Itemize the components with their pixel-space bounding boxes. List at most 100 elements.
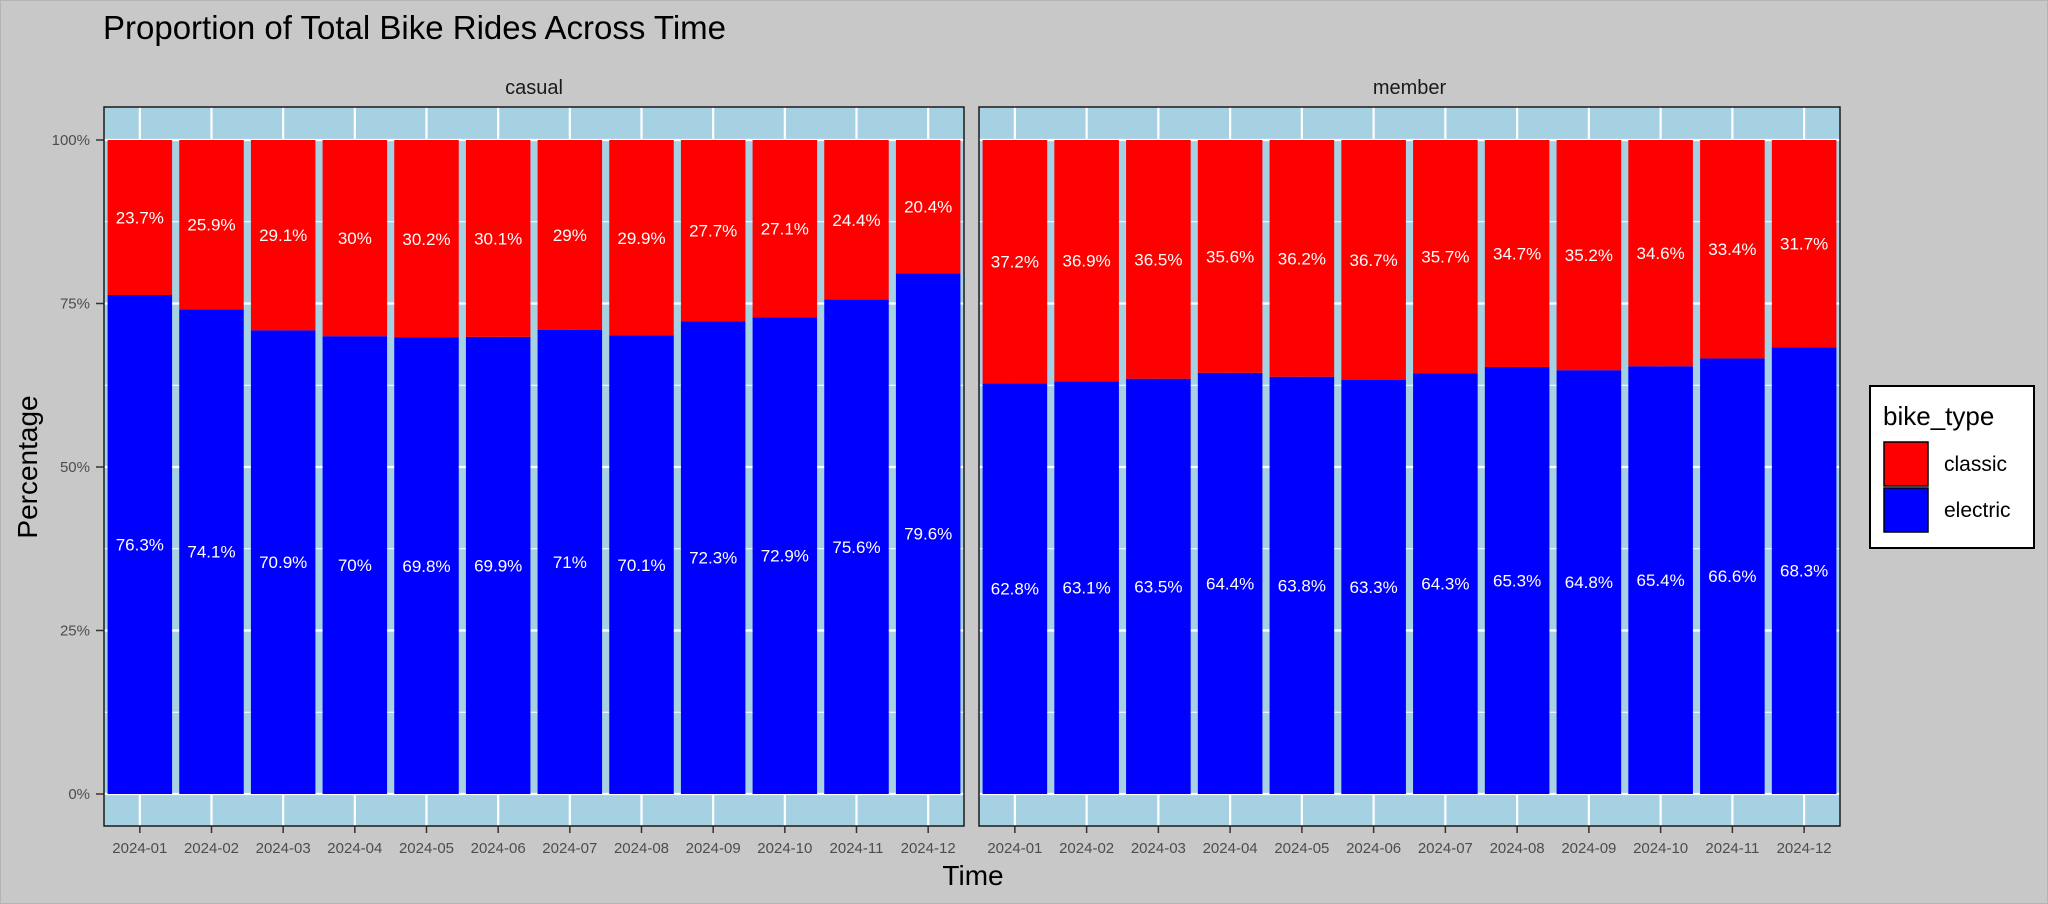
data-label-classic: 33.4% [1708, 240, 1756, 259]
x-tick-label: 2024-05 [399, 840, 454, 857]
y-tick-label: 50% [60, 459, 90, 476]
x-tick-label: 2024-02 [1059, 840, 1114, 857]
bar-classic [1341, 140, 1406, 381]
data-label-classic: 20.4% [904, 198, 952, 217]
bar-electric [465, 336, 531, 794]
bar-electric [1413, 373, 1478, 794]
bar-electric [1197, 372, 1263, 794]
bar-classic [1054, 140, 1119, 382]
data-label-classic: 36.5% [1134, 250, 1182, 269]
bar-electric [895, 273, 961, 794]
data-label-classic: 29.9% [617, 229, 665, 248]
data-label-classic: 36.9% [1063, 252, 1111, 271]
panel-border [103, 106, 965, 827]
bar-electric [107, 294, 173, 794]
y-axis-label: Percentage [12, 395, 43, 538]
data-label-electric: 64.3% [1421, 575, 1469, 594]
data-label-classic: 29.1% [259, 226, 307, 245]
x-tick-label: 2024-07 [542, 840, 597, 857]
data-label-classic: 34.7% [1493, 244, 1541, 263]
data-label-classic: 36.7% [1350, 251, 1398, 270]
x-axis-label: Time [942, 860, 1003, 891]
legend-title: bike_type [1883, 401, 1994, 431]
data-label-classic: 30.2% [402, 230, 450, 249]
bar-classic [322, 140, 388, 337]
bar-classic [1771, 140, 1837, 348]
data-label-electric: 75.6% [832, 538, 880, 557]
data-label-electric: 65.4% [1637, 571, 1685, 590]
bar-electric [1126, 378, 1191, 794]
bar-classic [394, 140, 459, 338]
bar-classic [824, 140, 889, 300]
bar-classic [1126, 140, 1191, 379]
bar-classic [179, 140, 244, 310]
x-tick-label: 2024-06 [471, 840, 526, 857]
bar-electric [1269, 376, 1335, 794]
panel-casual: casual 76.3% 23.7% 2024-01 74.1% 25.9% 2024-02… [103, 77, 965, 857]
bar-electric [1054, 381, 1119, 794]
bar-electric [982, 383, 1048, 794]
data-label-electric: 79.6% [904, 525, 952, 544]
bar-classic [752, 140, 818, 318]
bar-electric [824, 299, 889, 794]
facet-strip-label: member [1373, 77, 1447, 99]
data-label-electric: 65.3% [1493, 571, 1541, 590]
data-label-electric: 63.3% [1350, 578, 1398, 597]
legend: bike_type classic electric [1869, 385, 2035, 549]
x-tick-label: 2024-11 [1705, 840, 1759, 857]
bar-electric [752, 317, 818, 794]
data-label-electric: 68.3% [1780, 562, 1828, 581]
legend-swatch-classic [1883, 441, 1929, 487]
data-label-classic: 30.1% [474, 229, 522, 248]
x-tick-label: 2024-10 [1633, 840, 1688, 857]
x-tick-label: 2024-06 [1346, 840, 1401, 857]
data-label-electric: 76.3% [116, 535, 164, 554]
data-label-classic: 37.2% [991, 253, 1039, 272]
bar-electric [1771, 347, 1837, 794]
x-tick-label: 2024-02 [184, 840, 239, 857]
data-label-classic: 23.7% [116, 208, 164, 227]
bar-classic [537, 140, 603, 330]
data-label-electric: 64.8% [1565, 573, 1613, 592]
x-tick-label: 2024-07 [1418, 840, 1473, 857]
facet-strip-label: casual [505, 77, 563, 99]
bar-classic [1197, 140, 1263, 373]
legend-label-electric: electric [1944, 499, 2011, 522]
bar-electric [1341, 380, 1406, 794]
bar-electric [250, 330, 316, 794]
data-label-electric: 70.9% [259, 553, 307, 572]
data-label-classic: 27.1% [761, 220, 809, 239]
bar-classic [1413, 140, 1478, 374]
data-label-electric: 69.9% [474, 556, 522, 575]
data-label-electric: 63.8% [1278, 576, 1326, 595]
data-label-electric: 70% [338, 556, 372, 575]
data-label-electric: 64.4% [1206, 574, 1254, 593]
bar-electric [609, 335, 674, 794]
bar-classic [465, 140, 531, 337]
data-label-classic: 25.9% [187, 216, 235, 235]
y-tick-label: 75% [60, 296, 90, 313]
data-label-electric: 70.1% [617, 556, 665, 575]
data-label-electric: 66.6% [1708, 567, 1756, 586]
x-tick-label: 2024-08 [614, 840, 669, 857]
panel-member: member 62.8% 37.2% 2024-01 63.1% 36.9% 2024-02… [978, 77, 1841, 857]
bar-classic [107, 140, 173, 295]
chart-title: Proportion of Total Bike Rides Across Ti… [103, 9, 726, 46]
bar-classic [609, 140, 674, 336]
data-label-electric: 72.3% [689, 549, 737, 568]
legend-label-classic: classic [1944, 453, 2007, 476]
data-label-classic: 31.7% [1780, 235, 1828, 254]
bar-electric [179, 309, 244, 794]
x-tick-label: 2024-12 [1777, 840, 1832, 857]
panels-layer: 0% 25% 50% 75% 100% casual 76.3% 23.7% 2024-01 74… [52, 77, 1841, 857]
data-label-classic: 35.2% [1565, 246, 1613, 265]
bar-classic [1628, 140, 1693, 367]
x-tick-label: 2024-12 [901, 840, 956, 857]
x-tick-label: 2024-08 [1490, 840, 1545, 857]
data-label-electric: 62.8% [991, 580, 1039, 599]
bar-classic [1269, 140, 1335, 377]
bar-classic [982, 140, 1048, 384]
panel-border [978, 106, 1841, 827]
x-tick-label: 2024-10 [757, 840, 812, 857]
